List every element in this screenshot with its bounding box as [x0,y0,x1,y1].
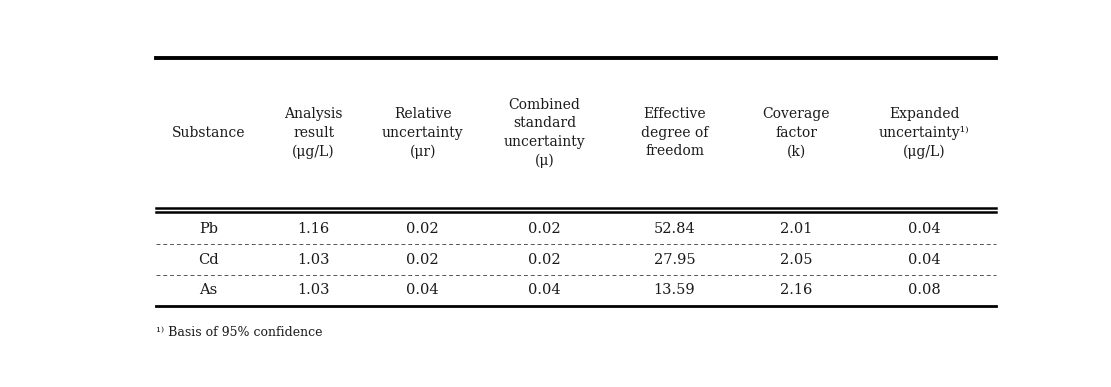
Text: 0.04: 0.04 [908,222,941,236]
Text: 13.59: 13.59 [653,283,695,297]
Text: 52.84: 52.84 [653,222,695,236]
Text: 1.03: 1.03 [298,252,330,267]
Text: 0.02: 0.02 [407,252,439,267]
Text: 2.01: 2.01 [780,222,812,236]
Text: Expanded
uncertainty¹⁾
(μg/L): Expanded uncertainty¹⁾ (μg/L) [879,107,970,159]
Text: Cd: Cd [198,252,219,267]
Text: 2.05: 2.05 [780,252,812,267]
Text: 1.16: 1.16 [298,222,330,236]
Text: 0.02: 0.02 [407,222,439,236]
Text: 1.03: 1.03 [298,283,330,297]
Text: As: As [200,283,218,297]
Text: Substance: Substance [172,126,246,140]
Text: Analysis
result
(μg/L): Analysis result (μg/L) [284,107,343,159]
Text: Effective
degree of
freedom: Effective degree of freedom [641,108,708,158]
Text: 0.04: 0.04 [407,283,439,297]
Text: 27.95: 27.95 [653,252,695,267]
Text: 0.02: 0.02 [528,252,561,267]
Text: Pb: Pb [199,222,218,236]
Text: 2.16: 2.16 [780,283,812,297]
Text: 0.02: 0.02 [528,222,561,236]
Text: 0.08: 0.08 [908,283,941,297]
Text: Coverage
factor
(k): Coverage factor (k) [762,108,830,158]
Text: 0.04: 0.04 [908,252,941,267]
Text: Combined
standard
uncertainty
(μ): Combined standard uncertainty (μ) [503,98,585,168]
Text: Relative
uncertainty
(μr): Relative uncertainty (μr) [382,107,463,159]
Text: 0.04: 0.04 [528,283,561,297]
Text: ¹⁾ Basis of 95% confidence: ¹⁾ Basis of 95% confidence [156,326,322,339]
